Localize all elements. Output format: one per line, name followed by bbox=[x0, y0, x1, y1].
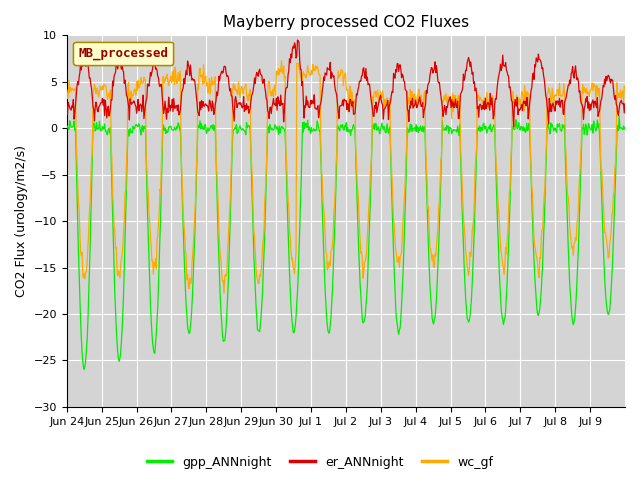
Legend: MB_processed: MB_processed bbox=[73, 42, 173, 65]
Y-axis label: CO2 Flux (urology/m2/s): CO2 Flux (urology/m2/s) bbox=[15, 145, 28, 297]
Title: Mayberry processed CO2 Fluxes: Mayberry processed CO2 Fluxes bbox=[223, 15, 469, 30]
Legend: gpp_ANNnight, er_ANNnight, wc_gf: gpp_ANNnight, er_ANNnight, wc_gf bbox=[142, 451, 498, 474]
